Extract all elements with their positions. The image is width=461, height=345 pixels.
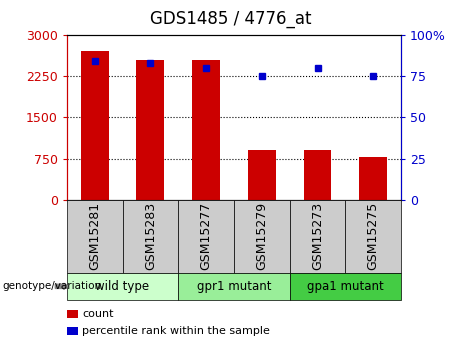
Bar <box>304 150 331 200</box>
Bar <box>81 51 109 200</box>
Text: GSM15281: GSM15281 <box>88 202 101 270</box>
Text: count: count <box>82 309 113 319</box>
Text: genotype/variation: genotype/variation <box>2 282 101 291</box>
Text: GDS1485 / 4776_at: GDS1485 / 4776_at <box>150 10 311 28</box>
Text: GSM15275: GSM15275 <box>366 202 380 270</box>
Text: GSM15283: GSM15283 <box>144 202 157 270</box>
Bar <box>136 60 164 200</box>
Text: gpr1 mutant: gpr1 mutant <box>197 280 271 293</box>
Text: GSM15273: GSM15273 <box>311 202 324 270</box>
Bar <box>359 157 387 200</box>
Text: wild type: wild type <box>95 280 150 293</box>
Text: gpa1 mutant: gpa1 mutant <box>307 280 384 293</box>
Bar <box>192 60 220 200</box>
Bar <box>248 150 276 200</box>
Text: GSM15279: GSM15279 <box>255 202 268 270</box>
Text: GSM15277: GSM15277 <box>200 202 213 270</box>
Text: percentile rank within the sample: percentile rank within the sample <box>82 326 270 336</box>
